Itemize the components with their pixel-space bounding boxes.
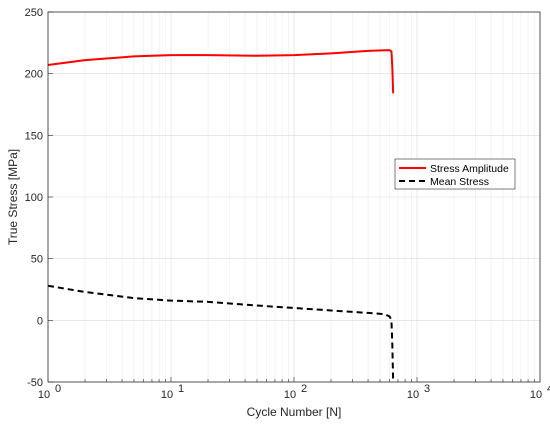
y-tick-label: 150 [25, 130, 43, 142]
y-tick-label: 250 [25, 7, 43, 19]
x-tick-label-exponent: 4 [547, 383, 550, 395]
legend-label-stress-amplitude: Stress Amplitude [430, 163, 509, 175]
legend: Stress Amplitude Mean Stress [394, 158, 516, 190]
tick-labels: -50050100150200250100101102103104 [25, 7, 550, 401]
x-tick-label-exponent: 2 [301, 383, 307, 395]
legend-label-mean-stress: Mean Stress [430, 176, 489, 188]
y-tick-label: 200 [25, 69, 43, 81]
x-tick-label: 10 [161, 389, 173, 401]
x-tick-label: 10 [284, 389, 296, 401]
series-group [47, 49, 395, 383]
series-line-stress-amplitude [47, 49, 395, 94]
series-line-mean-stress [47, 284, 395, 383]
x-axis-title: Cycle Number [N] [247, 405, 342, 419]
y-tick-label: -50 [27, 377, 43, 389]
y-tick-label: 100 [25, 192, 43, 204]
legend-box [394, 158, 516, 190]
x-tick-label-exponent: 0 [55, 383, 61, 395]
y-axis-title: True Stress [MPa] [6, 149, 20, 245]
tick-marks [48, 11, 535, 383]
grid [48, 12, 540, 382]
x-tick-label-exponent: 1 [178, 383, 184, 395]
x-tick-label: 10 [38, 389, 50, 401]
y-tick-label: 50 [31, 254, 43, 266]
x-tick-label-exponent: 3 [424, 383, 430, 395]
x-tick-label: 10 [530, 389, 542, 401]
y-tick-label: 0 [37, 315, 43, 327]
x-tick-label: 10 [407, 389, 419, 401]
